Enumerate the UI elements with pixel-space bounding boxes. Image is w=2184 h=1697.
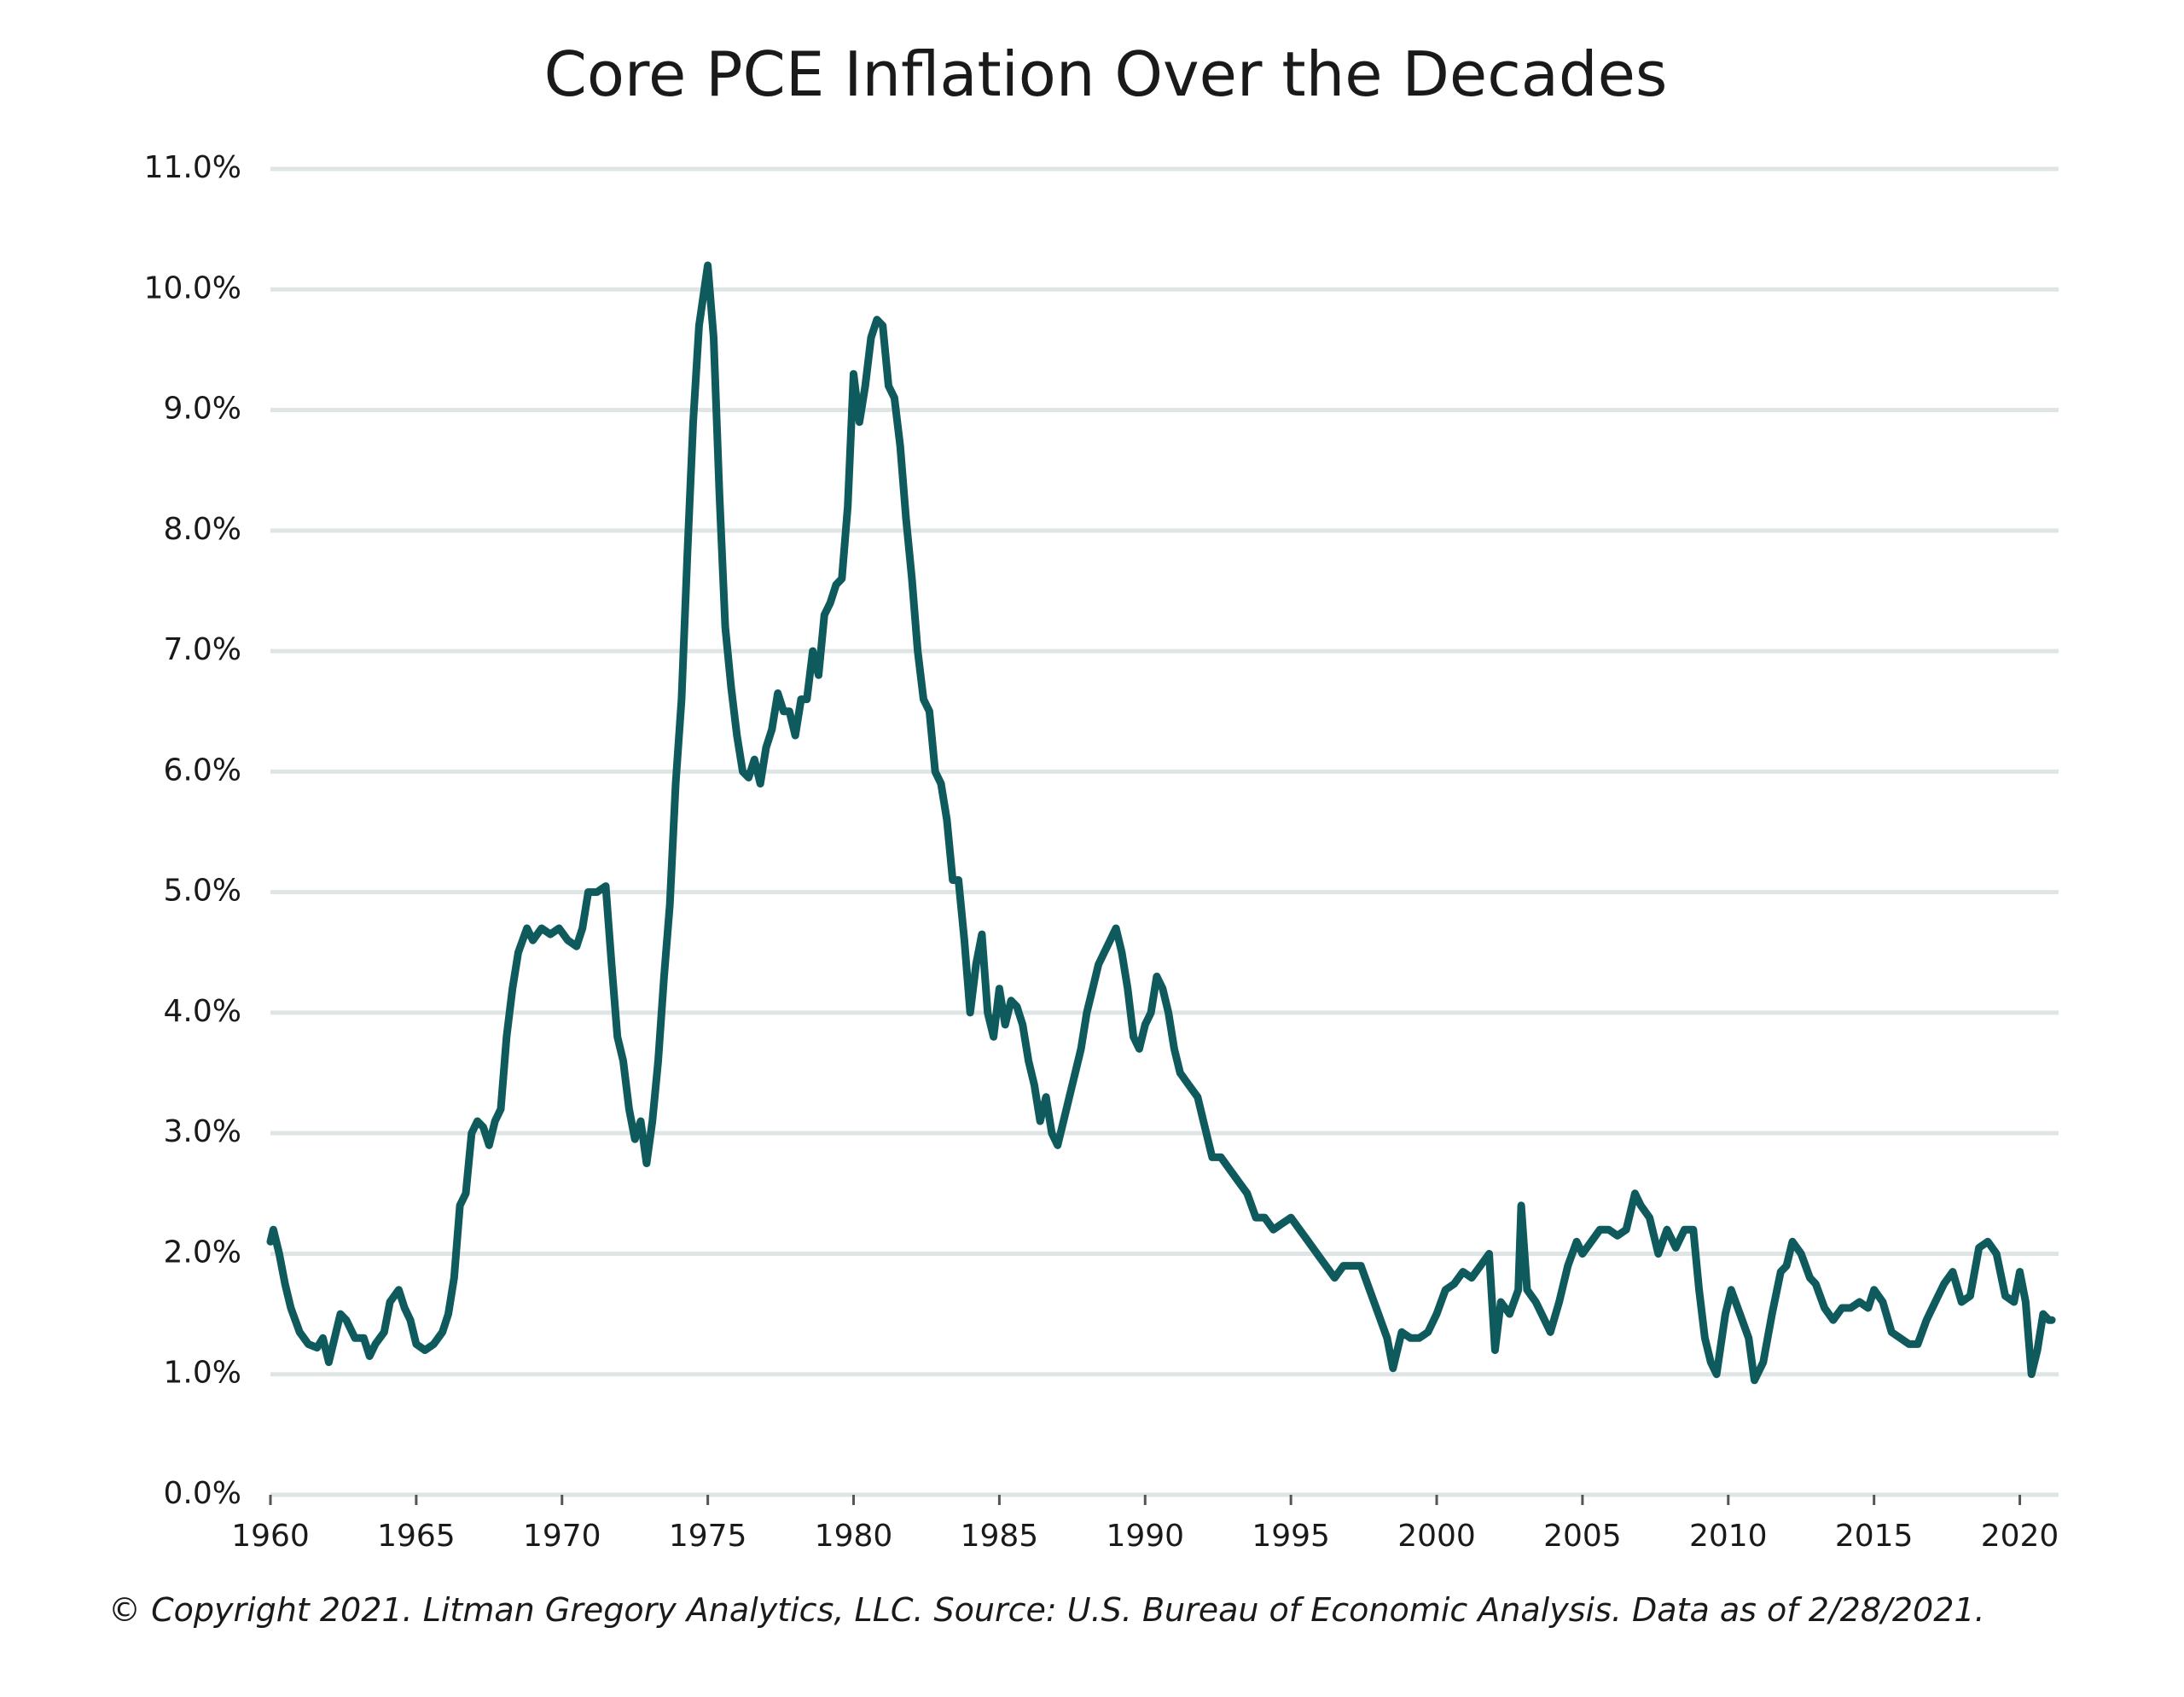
x-tick-label: 1965 — [377, 1519, 456, 1554]
y-tick-label: 2.0% — [164, 1235, 241, 1270]
y-tick-label: 1.0% — [164, 1356, 241, 1391]
x-tick-label: 2020 — [1981, 1519, 2059, 1554]
x-tick-label: 1995 — [1252, 1519, 1330, 1554]
x-tick-label: 2010 — [1689, 1519, 1768, 1554]
y-tick-label: 6.0% — [164, 753, 241, 787]
footnote: © Copyright 2021. Litman Gregory Analyti… — [108, 1591, 1985, 1629]
y-tick-label: 4.0% — [164, 994, 241, 1029]
line — [266, 261, 2056, 1385]
y-tick-label: 8.0% — [164, 512, 241, 547]
y-tick-label: 10.0% — [144, 270, 241, 305]
y-tick-label: 11.0% — [144, 150, 241, 185]
x-tick-label: 2000 — [1397, 1519, 1476, 1554]
x-tick-label: 1960 — [231, 1519, 310, 1554]
x-tick-label: 1980 — [815, 1519, 893, 1554]
x-tick-label: 2005 — [1543, 1519, 1622, 1554]
x-tick-label: 1990 — [1106, 1519, 1184, 1554]
y-tick-label: 7.0% — [164, 632, 241, 667]
x-tick-label: 1975 — [669, 1519, 747, 1554]
x-tick-label: 2015 — [1835, 1519, 1914, 1554]
y-tick-label: 0.0% — [164, 1476, 241, 1511]
x-tick-label: 1985 — [961, 1519, 1039, 1554]
y-tick-label: 9.0% — [164, 392, 241, 427]
y-tick-label: 5.0% — [164, 874, 241, 909]
y-tick-label: 3.0% — [164, 1114, 241, 1149]
chart-title: Core PCE Inflation Over the Decades — [544, 38, 1668, 110]
x-tick-label: 1970 — [523, 1519, 601, 1554]
